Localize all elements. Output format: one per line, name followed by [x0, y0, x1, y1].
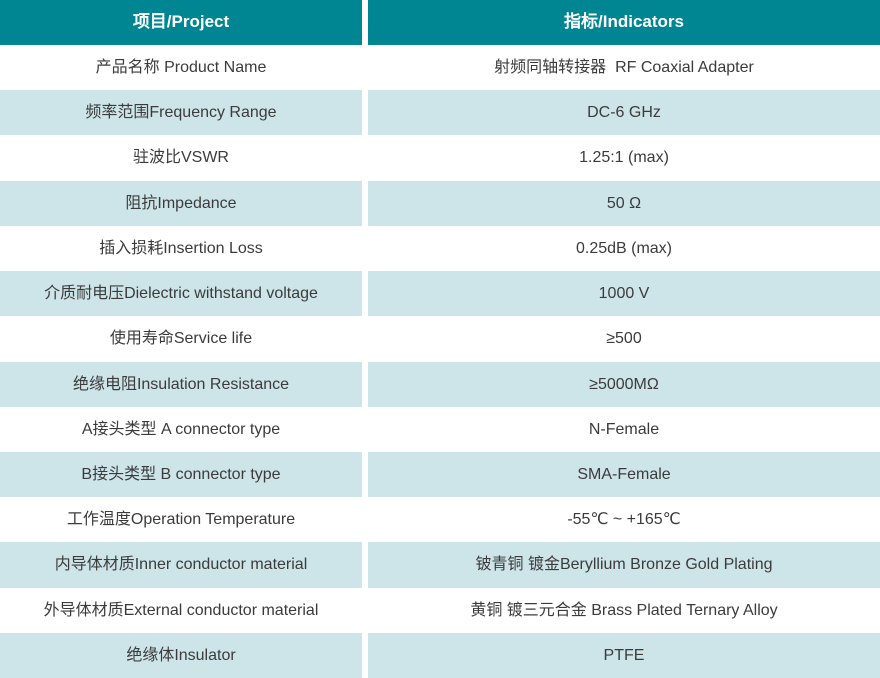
project-cell: 介质耐电压Dielectric withstand voltage [0, 271, 362, 317]
indicator-cell: ≥500 [368, 316, 880, 362]
indicator-cell: SMA-Female [368, 451, 880, 498]
project-cell: 内导体材质Inner conductor material [0, 542, 362, 588]
indicator-cell: ≥5000MΩ [368, 361, 880, 407]
table-row: 阻抗Impedance 50 Ω [0, 180, 880, 226]
table-row: 介质耐电压Dielectric withstand voltage 1000 V [0, 271, 880, 317]
project-cell: 绝缘体Insulator [0, 632, 362, 678]
table-row: 使用寿命Service life ≥500 [0, 316, 880, 362]
project-cell: 阻抗Impedance [0, 180, 362, 226]
project-cell: 外导体材质External conductor material [0, 587, 362, 633]
project-cell: 绝缘电阻Insulation Resistance [0, 361, 362, 407]
table-row: 外导体材质External conductor material 黄铜 镀三元合… [0, 587, 880, 633]
indicator-cell: 50 Ω [368, 180, 880, 226]
table-row: 驻波比VSWR 1.25:1 (max) [0, 135, 880, 181]
table-row: 插入损耗Insertion Loss 0.25dB (max) [0, 225, 880, 272]
indicator-cell: 1000 V [368, 271, 880, 317]
indicator-cell: PTFE [368, 632, 880, 678]
project-cell: 频率范围Frequency Range [0, 90, 362, 136]
indicator-cell: 黄铜 镀三元合金 Brass Plated Ternary Alloy [368, 587, 880, 633]
project-cell: 工作温度Operation Temperature [0, 497, 362, 543]
indicator-cell: 1.25:1 (max) [368, 135, 880, 181]
indicator-cell: 铍青铜 镀金Beryllium Bronze Gold Plating [368, 542, 880, 588]
indicator-cell: -55℃ ~ +165℃ [368, 497, 880, 543]
project-cell: B接头类型 B connector type [0, 451, 362, 498]
column-header-indicators: 指标/Indicators [368, 0, 880, 45]
indicator-cell: 0.25dB (max) [368, 225, 880, 272]
table-row: 绝缘体Insulator PTFE [0, 632, 880, 678]
project-cell: 产品名称 Product Name [0, 45, 362, 91]
project-cell: 驻波比VSWR [0, 135, 362, 181]
table-row: 绝缘电阻Insulation Resistance ≥5000MΩ [0, 361, 880, 407]
table-header-row: 项目/Project 指标/Indicators [0, 0, 880, 45]
table-row: A接头类型 A connector type N-Female [0, 406, 880, 452]
indicator-cell: DC-6 GHz [368, 90, 880, 136]
table-row: 内导体材质Inner conductor material 铍青铜 镀金Bery… [0, 542, 880, 588]
indicator-cell: 射频同轴转接器 RF Coaxial Adapter [368, 45, 880, 91]
table-row: 工作温度Operation Temperature -55℃ ~ +165℃ [0, 497, 880, 543]
project-cell: A接头类型 A connector type [0, 406, 362, 452]
table-row: 频率范围Frequency Range DC-6 GHz [0, 90, 880, 136]
column-header-project: 项目/Project [0, 0, 362, 45]
table-row: 产品名称 Product Name 射频同轴转接器 RF Coaxial Ada… [0, 45, 880, 91]
indicator-cell: N-Female [368, 406, 880, 452]
table-row: B接头类型 B connector type SMA-Female [0, 451, 880, 498]
project-cell: 使用寿命Service life [0, 316, 362, 362]
project-cell: 插入损耗Insertion Loss [0, 225, 362, 272]
